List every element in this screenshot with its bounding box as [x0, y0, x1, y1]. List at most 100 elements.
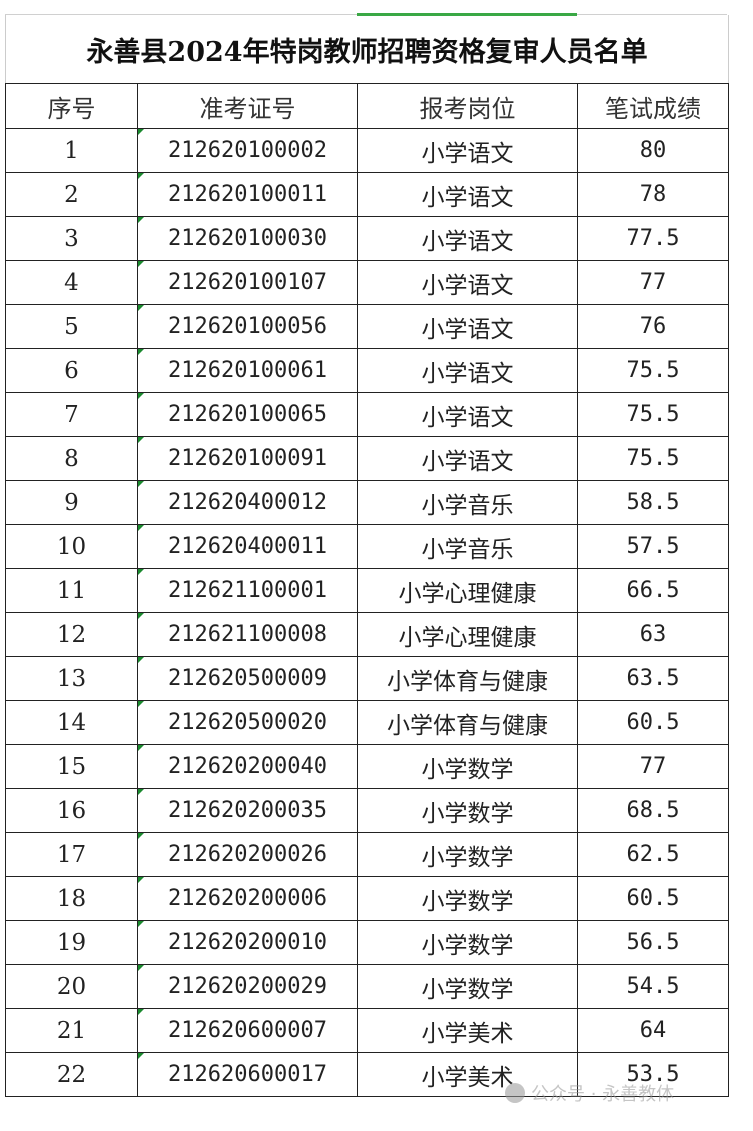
cell-exam-id[interactable]: 212620600007	[137, 1008, 358, 1053]
cell-score[interactable]: 54.5	[576, 964, 730, 1009]
cell-position[interactable]: 小学音乐	[357, 480, 578, 525]
cell-exam-id[interactable]: 212620100091	[137, 436, 358, 481]
cell-exam-id[interactable]: 212620500009	[137, 656, 358, 701]
cell-seq[interactable]: 14	[5, 700, 138, 745]
cell-score[interactable]: 75.5	[576, 392, 730, 437]
cell-exam-id[interactable]: 212620200010	[137, 920, 358, 965]
cell-seq[interactable]: 18	[5, 876, 138, 921]
cell-seq[interactable]: 5	[5, 304, 138, 349]
cell-position[interactable]: 小学数学	[357, 788, 578, 833]
cell-score[interactable]: 62.5	[576, 832, 730, 877]
cell-exam-id[interactable]: 212620400012	[137, 480, 358, 525]
cell-position[interactable]: 小学语文	[357, 436, 578, 481]
table-header: 序号 准考证号 报考岗位 笔试成绩	[5, 83, 730, 129]
cell-score[interactable]: 77	[576, 744, 730, 789]
cell-score[interactable]: 77	[576, 260, 730, 305]
cell-exam-id[interactable]: 212620400011	[137, 524, 358, 569]
cell-exam-id[interactable]: 212620100107	[137, 260, 358, 305]
cell-score[interactable]: 60.5	[576, 700, 730, 745]
cell-position[interactable]: 小学心理健康	[357, 612, 578, 657]
cell-position[interactable]: 小学数学	[357, 876, 578, 921]
cell-seq[interactable]: 20	[5, 964, 138, 1009]
table-row: 17 212620200026 小学数学 62.5	[5, 832, 730, 877]
page-title: 永善县2024年特岗教师招聘资格复审人员名单	[4, 15, 730, 84]
cell-seq[interactable]: 1	[5, 128, 138, 173]
cell-seq[interactable]: 11	[5, 568, 138, 613]
cell-position[interactable]: 小学体育与健康	[357, 700, 578, 745]
table-row: 13 212620500009 小学体育与健康 63.5	[5, 656, 730, 701]
cell-seq[interactable]: 7	[5, 392, 138, 437]
cell-seq[interactable]: 2	[5, 172, 138, 217]
header-seq: 序号	[5, 83, 138, 129]
cell-exam-id[interactable]: 212620200029	[137, 964, 358, 1009]
cell-score[interactable]: 80	[576, 128, 730, 173]
cell-seq[interactable]: 6	[5, 348, 138, 393]
cell-exam-id[interactable]: 212620200006	[137, 876, 358, 921]
cell-seq[interactable]: 8	[5, 436, 138, 481]
cell-score[interactable]: 68.5	[576, 788, 730, 833]
cell-position[interactable]: 小学语文	[357, 128, 578, 173]
cell-position[interactable]: 小学语文	[357, 392, 578, 437]
table-row: 7 212620100065 小学语文 75.5	[5, 392, 730, 437]
cell-seq[interactable]: 13	[5, 656, 138, 701]
cell-exam-id[interactable]: 212621100008	[137, 612, 358, 657]
table-row: 16 212620200035 小学数学 68.5	[5, 788, 730, 833]
cell-exam-id[interactable]: 212620200040	[137, 744, 358, 789]
table-row: 12 212621100008 小学心理健康 63	[5, 612, 730, 657]
cell-score[interactable]: 60.5	[576, 876, 730, 921]
cell-position[interactable]: 小学语文	[357, 216, 578, 261]
cell-position[interactable]: 小学数学	[357, 744, 578, 789]
cell-position[interactable]: 小学数学	[357, 964, 578, 1009]
cell-position[interactable]: 小学语文	[357, 172, 578, 217]
cell-exam-id[interactable]: 212620100065	[137, 392, 358, 437]
cell-exam-id[interactable]: 212620100011	[137, 172, 358, 217]
cell-score[interactable]: 57.5	[576, 524, 730, 569]
cell-position[interactable]: 小学语文	[357, 304, 578, 349]
cell-exam-id[interactable]: 212620100061	[137, 348, 358, 393]
cell-exam-id[interactable]: 212620100002	[137, 128, 358, 173]
cell-exam-id[interactable]: 212620500020	[137, 700, 358, 745]
cell-score[interactable]: 78	[576, 172, 730, 217]
cell-seq[interactable]: 19	[5, 920, 138, 965]
cell-score[interactable]: 77.5	[576, 216, 730, 261]
cell-seq[interactable]: 9	[5, 480, 138, 525]
cell-seq[interactable]: 17	[5, 832, 138, 877]
cell-exam-id[interactable]: 212621100001	[137, 568, 358, 613]
cell-seq[interactable]: 16	[5, 788, 138, 833]
cell-score[interactable]: 63.5	[576, 656, 730, 701]
cell-seq[interactable]: 10	[5, 524, 138, 569]
cell-position[interactable]: 小学语文	[357, 348, 578, 393]
cell-position[interactable]: 小学数学	[357, 920, 578, 965]
cell-score[interactable]: 76	[576, 304, 730, 349]
cell-seq[interactable]: 4	[5, 260, 138, 305]
cell-score[interactable]: 75.5	[576, 436, 730, 481]
cell-score[interactable]: 75.5	[576, 348, 730, 393]
cell-position[interactable]: 小学语文	[357, 260, 578, 305]
cell-position[interactable]: 小学体育与健康	[357, 656, 578, 701]
cell-exam-id[interactable]: 212620600017	[137, 1052, 358, 1097]
cell-score[interactable]: 64	[576, 1008, 730, 1053]
cell-score[interactable]: 58.5	[576, 480, 730, 525]
cell-seq[interactable]: 12	[5, 612, 138, 657]
cell-position[interactable]: 小学美术	[357, 1052, 578, 1097]
table-row: 11 212621100001 小学心理健康 66.5	[5, 568, 730, 613]
table-row: 14 212620500020 小学体育与健康 60.5	[5, 700, 730, 745]
cell-position[interactable]: 小学心理健康	[357, 568, 578, 613]
cell-position[interactable]: 小学数学	[357, 832, 578, 877]
table-row: 22 212620600017 小学美术 53.5	[5, 1052, 730, 1097]
cell-score[interactable]: 53.5	[576, 1052, 730, 1097]
cell-position[interactable]: 小学美术	[357, 1008, 578, 1053]
cell-exam-id[interactable]: 212620100056	[137, 304, 358, 349]
cell-seq[interactable]: 3	[5, 216, 138, 261]
cell-exam-id[interactable]: 212620100030	[137, 216, 358, 261]
cell-score[interactable]: 63	[576, 612, 730, 657]
cell-score[interactable]: 56.5	[576, 920, 730, 965]
cell-seq[interactable]: 21	[5, 1008, 138, 1053]
cell-exam-id[interactable]: 212620200035	[137, 788, 358, 833]
cell-seq[interactable]: 15	[5, 744, 138, 789]
cell-score[interactable]: 66.5	[576, 568, 730, 613]
selected-column-indicator	[357, 13, 577, 16]
cell-position[interactable]: 小学音乐	[357, 524, 578, 569]
cell-exam-id[interactable]: 212620200026	[137, 832, 358, 877]
cell-seq[interactable]: 22	[5, 1052, 138, 1097]
